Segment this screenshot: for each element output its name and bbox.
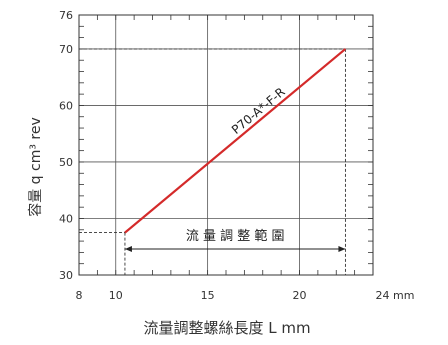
series-layer (124, 48, 347, 234)
x-tick-label: 10 (109, 289, 123, 302)
x-tick-label: 20 (293, 289, 307, 302)
plot-frame (78, 14, 374, 276)
y-axis-label: 容量 q cm³ rev (27, 117, 44, 217)
x-tick-label: 15 (201, 289, 215, 302)
x-tick-label: 24 mm (376, 289, 415, 302)
adjustment-range-arrow (124, 246, 346, 252)
range-label: 流 量 調 整 範 圍 (186, 229, 285, 244)
y-tick-label: 76 (59, 9, 73, 22)
y-tick-label: 70 (59, 43, 73, 56)
x-tick-label: 8 (76, 289, 83, 302)
y-tick-label: 50 (59, 156, 73, 169)
x-tick-labels: 8 10 15 20 24 mm (76, 289, 415, 302)
y-tick-label: 60 (59, 99, 73, 112)
y-tick-label: 30 (59, 269, 73, 282)
x-axis-label: 流量調整螺絲長度 L mm (143, 319, 310, 337)
y-tick-labels: 30 40 50 60 70 76 (59, 9, 73, 282)
series-label: P70-A*-F-R (229, 85, 288, 137)
y-tick-label: 40 (59, 212, 73, 225)
minor-ticks (78, 14, 374, 276)
range-arrow-head-right (338, 246, 346, 252)
range-arrow-head-left (124, 246, 132, 252)
series-line (124, 48, 347, 234)
guide-lines (79, 48, 346, 275)
